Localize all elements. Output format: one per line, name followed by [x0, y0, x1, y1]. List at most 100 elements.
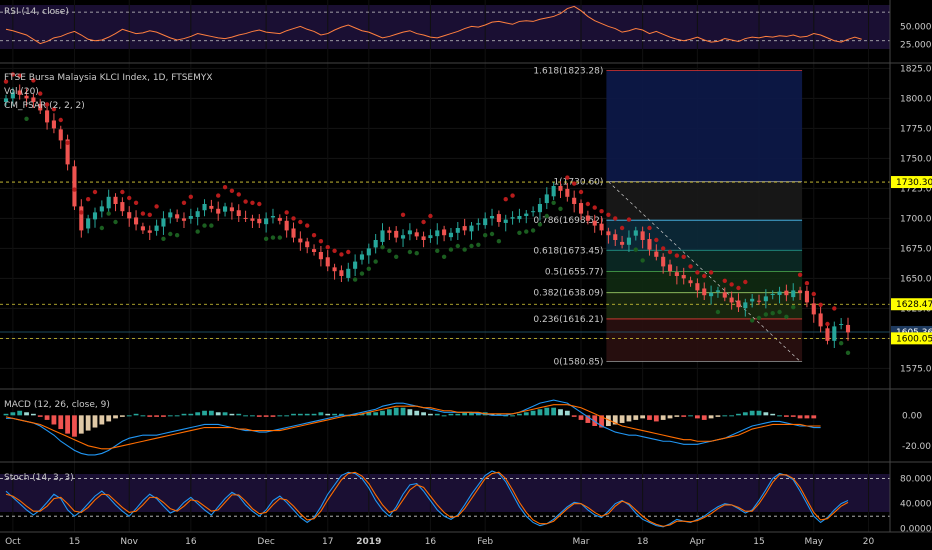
- macd-histogram-bar: [92, 415, 98, 428]
- psar-dot: [257, 201, 262, 207]
- macd-histogram-bar: [311, 413, 317, 416]
- candle-body: [17, 90, 22, 95]
- psar-dot: [250, 200, 255, 205]
- psar-dot: [654, 237, 659, 243]
- candle-body: [791, 290, 796, 298]
- psar-dot: [366, 266, 372, 271]
- psar-dot: [530, 228, 536, 233]
- candle-body: [168, 212, 173, 218]
- candle-body: [359, 254, 365, 260]
- price-tick-label: 1700.00: [900, 214, 932, 224]
- macd-histogram-bar: [428, 413, 433, 416]
- fib-level-label: 1.618(1823.28): [533, 66, 603, 76]
- psar-dot: [106, 211, 111, 216]
- y-axis[interactable]: 50.0000 25.0000 1825.00 1800.00 1775.00 1750.…: [891, 22, 932, 535]
- psar-dot: [188, 194, 194, 199]
- candle-body: [640, 231, 645, 240]
- candle-body: [537, 204, 543, 213]
- price-tag-bg: [891, 298, 932, 311]
- stoch-pane-band: [0, 474, 890, 512]
- candle-body: [544, 194, 549, 204]
- macd-histogram-bar: [749, 410, 755, 416]
- psar-dot: [749, 318, 755, 323]
- candle-body: [578, 203, 584, 214]
- macd-histogram-bar: [297, 413, 303, 416]
- candle-body: [257, 218, 262, 224]
- price-pane[interactable]: [0, 72, 890, 355]
- candle-body: [10, 92, 15, 99]
- candle-body: [688, 280, 693, 284]
- fib-band: [606, 181, 803, 221]
- psar-dot: [688, 264, 693, 269]
- candle-body: [613, 234, 618, 240]
- psar-dot: [448, 247, 454, 252]
- candle-body: [346, 268, 351, 278]
- macd-histogram-bar: [339, 413, 344, 416]
- psar-dot: [65, 140, 70, 145]
- candle-body: [92, 212, 98, 220]
- macd-histogram-bar: [10, 412, 16, 416]
- psar-dot: [380, 245, 385, 250]
- macd-pane[interactable]: [3, 399, 821, 456]
- macd-histogram-bar: [133, 413, 139, 416]
- stoch-k-line: [5, 470, 849, 528]
- psar-dot: [318, 239, 324, 244]
- psar-dot: [722, 278, 727, 283]
- x-tick-label: 18: [637, 537, 649, 547]
- x-tick-label: May: [804, 537, 823, 547]
- macd-histogram-bar: [393, 407, 399, 416]
- candle-body: [756, 300, 762, 302]
- candle-body: [86, 218, 91, 229]
- psar-dot: [681, 254, 686, 259]
- candle-body: [332, 267, 337, 272]
- vol-legend: Vol (20): [4, 87, 39, 97]
- candle-body: [325, 257, 330, 267]
- macd-histogram-bar: [510, 415, 515, 417]
- psar-dot: [174, 233, 180, 238]
- macd-histogram-bar: [243, 415, 248, 417]
- macd-histogram-bar: [695, 415, 700, 419]
- macd-histogram-bar: [58, 415, 64, 430]
- macd-histogram-bar: [544, 407, 550, 416]
- fib-level-label: 1(1730.60): [553, 178, 603, 188]
- macd-histogram-bar: [304, 413, 310, 416]
- psar-dot: [496, 239, 502, 244]
- fib-level-label: 0.618(1673.45): [533, 246, 603, 256]
- macd-histogram-bar: [715, 415, 721, 417]
- x-tick-label: Feb: [477, 537, 493, 547]
- fibonacci-retracement[interactable]: 1.618(1823.28) 1(1730.60) 0.786(1698.52) 0.…: [533, 66, 803, 367]
- candle-body: [531, 211, 536, 213]
- rsi-tick-label: 50.0000: [900, 22, 932, 32]
- candle-body: [38, 103, 43, 111]
- macd-histogram-bar: [65, 415, 71, 434]
- psar-dot: [3, 79, 9, 84]
- macd-histogram-bar: [804, 415, 810, 419]
- candle-body: [65, 139, 70, 165]
- stoch-pane[interactable]: [0, 470, 890, 528]
- candle-body: [99, 206, 104, 212]
- psar-dot: [660, 246, 666, 251]
- macd-histogram-bar: [653, 415, 659, 422]
- candle-body: [551, 186, 556, 197]
- psar-dot: [606, 212, 611, 217]
- fib-level-label: 0.5(1655.77): [545, 267, 604, 277]
- x-tick-label: Oct: [5, 537, 21, 547]
- psar-dot: [339, 252, 344, 257]
- macd-histogram-bar: [318, 412, 324, 416]
- psar-dot: [209, 223, 214, 228]
- macd-histogram-bar: [489, 413, 495, 416]
- candle-body: [147, 230, 152, 233]
- psar-dot: [667, 249, 673, 255]
- candle-body: [558, 186, 563, 191]
- rsi-tick-label: 25.0000: [900, 40, 932, 50]
- macd-histogram-bar: [373, 412, 379, 416]
- candle-body: [428, 235, 433, 239]
- x-axis[interactable]: Oct 15 Nov 16 Dec 17 2019 16 Feb Mar 18 Apr 15 May 20: [5, 537, 874, 547]
- psar-dot: [31, 78, 36, 83]
- psar-dot: [407, 249, 413, 255]
- psar-dot: [243, 199, 248, 204]
- macd-histogram-bar: [202, 410, 207, 416]
- rsi-pane[interactable]: [0, 5, 890, 45]
- psar-dot: [558, 206, 563, 211]
